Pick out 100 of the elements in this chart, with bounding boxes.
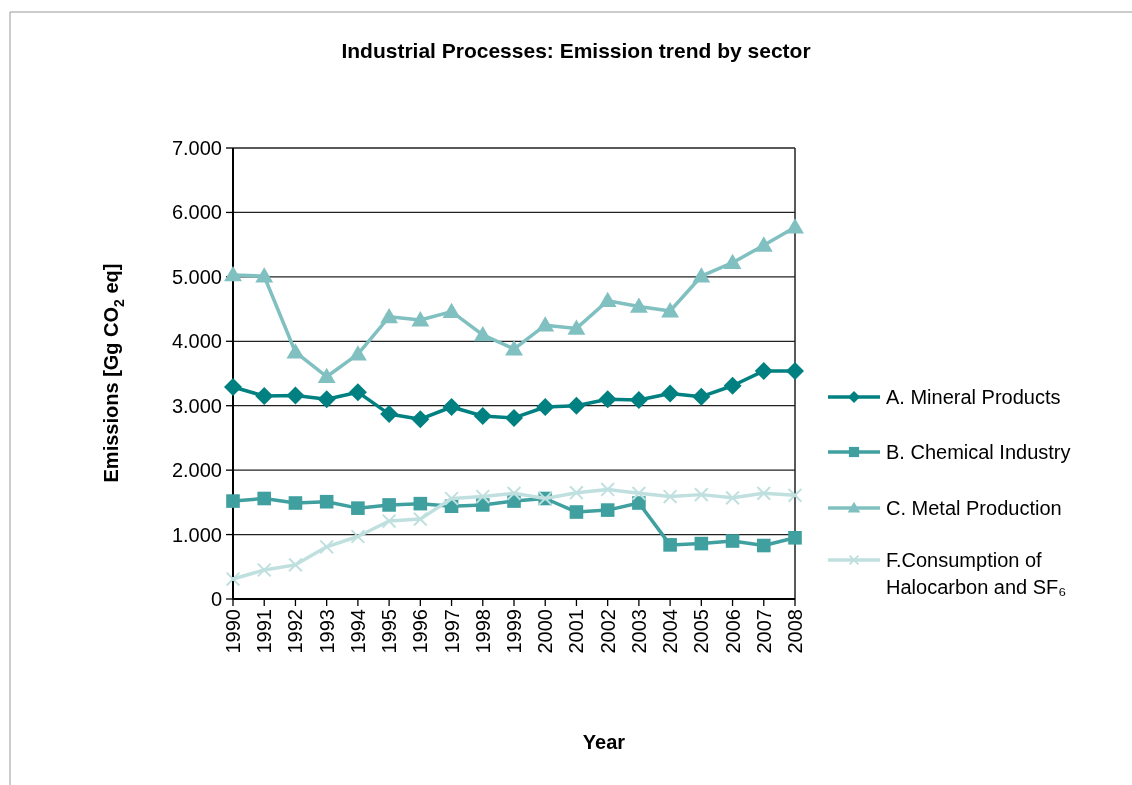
point [412, 511, 428, 527]
point [629, 390, 648, 409]
point [787, 487, 803, 503]
point [411, 311, 430, 327]
point [536, 316, 555, 332]
point [663, 538, 677, 552]
y-tick-label: 6.000 [171, 201, 222, 224]
point [288, 557, 303, 573]
point [224, 266, 242, 282]
point [567, 319, 586, 335]
point [692, 387, 711, 406]
point [569, 505, 584, 519]
x-tick-label: 2006 [721, 609, 744, 654]
point [382, 498, 396, 512]
x-tick-label: 1997 [440, 609, 463, 654]
x-tick-label: 1990 [222, 609, 244, 654]
point [225, 571, 241, 587]
point [756, 538, 771, 553]
point [224, 378, 242, 397]
point [598, 390, 617, 409]
point [786, 218, 804, 234]
y-tick-label: 3.000 [171, 394, 222, 417]
point [317, 367, 336, 384]
x-tick-label: 2003 [627, 609, 650, 654]
point [444, 491, 459, 506]
chart-title: Industrial Processes: Emission trend by sector [341, 39, 811, 62]
point [569, 485, 584, 501]
point [600, 482, 616, 497]
point [255, 387, 274, 406]
x-tick-label: 1996 [409, 609, 432, 654]
point [257, 491, 272, 506]
point [411, 410, 430, 429]
point [723, 376, 742, 395]
y-tick-label: 0 [210, 588, 222, 610]
point [693, 487, 709, 503]
point [598, 291, 617, 308]
x-tick-label: 1993 [315, 609, 338, 654]
point [788, 530, 802, 545]
y-tick-label: 5.000 [171, 265, 222, 288]
x-tick-label: 2002 [596, 609, 619, 654]
point [725, 534, 740, 548]
point [288, 496, 303, 510]
legend-label: B. Chemical Industry [886, 441, 1071, 463]
point [381, 513, 397, 529]
point [754, 236, 773, 252]
y-tick-label: 4.000 [171, 330, 222, 353]
point [725, 490, 740, 506]
point [692, 267, 711, 283]
legend-label: C. Metal Production [886, 497, 1062, 519]
y-tick-label: 7.000 [171, 137, 222, 159]
point [317, 390, 336, 409]
legend-label: F.Consumption of Halocarbon and SF₆ [886, 549, 1067, 598]
point [319, 494, 334, 509]
point [286, 386, 305, 405]
point [475, 489, 491, 504]
point [629, 297, 648, 313]
point [600, 503, 615, 517]
x-tick-label: 2005 [690, 609, 713, 654]
point [723, 253, 742, 270]
x-tick-label: 2000 [534, 609, 557, 654]
point [631, 485, 647, 501]
point [348, 383, 367, 402]
point [661, 384, 680, 403]
point [256, 562, 272, 578]
x-tick-label: 1999 [503, 609, 525, 654]
point [473, 407, 492, 426]
x-tick-label: 2004 [659, 609, 682, 654]
point [505, 340, 523, 356]
point [348, 345, 367, 361]
point [255, 267, 274, 283]
x-tick-label: 1991 [253, 609, 276, 654]
y-tick-label: 2.000 [171, 459, 222, 482]
x-tick-label: 1994 [346, 609, 369, 654]
point [442, 302, 461, 319]
legend-label: A. Mineral Products [886, 386, 1061, 408]
x-tick-label: 2007 [752, 609, 775, 654]
point [351, 501, 365, 515]
x-tick-label: 1992 [284, 609, 307, 654]
point [380, 405, 399, 424]
y-tick-label: 1.000 [171, 523, 222, 546]
point [754, 361, 773, 380]
point [226, 494, 240, 508]
point [505, 408, 523, 427]
point [380, 307, 399, 324]
point [536, 398, 555, 416]
point [661, 302, 680, 318]
point [632, 496, 646, 510]
x-axis-title: Year [582, 731, 626, 753]
point [286, 343, 305, 359]
point [350, 529, 366, 544]
point [756, 485, 772, 501]
point [319, 539, 335, 555]
point [786, 361, 804, 380]
x-tick-label: 1995 [378, 609, 401, 654]
point [694, 536, 709, 551]
point [413, 496, 428, 511]
point [473, 325, 492, 342]
point [567, 396, 586, 415]
x-tick-label: 1998 [471, 609, 494, 654]
x-tick-label: 2001 [565, 609, 588, 654]
